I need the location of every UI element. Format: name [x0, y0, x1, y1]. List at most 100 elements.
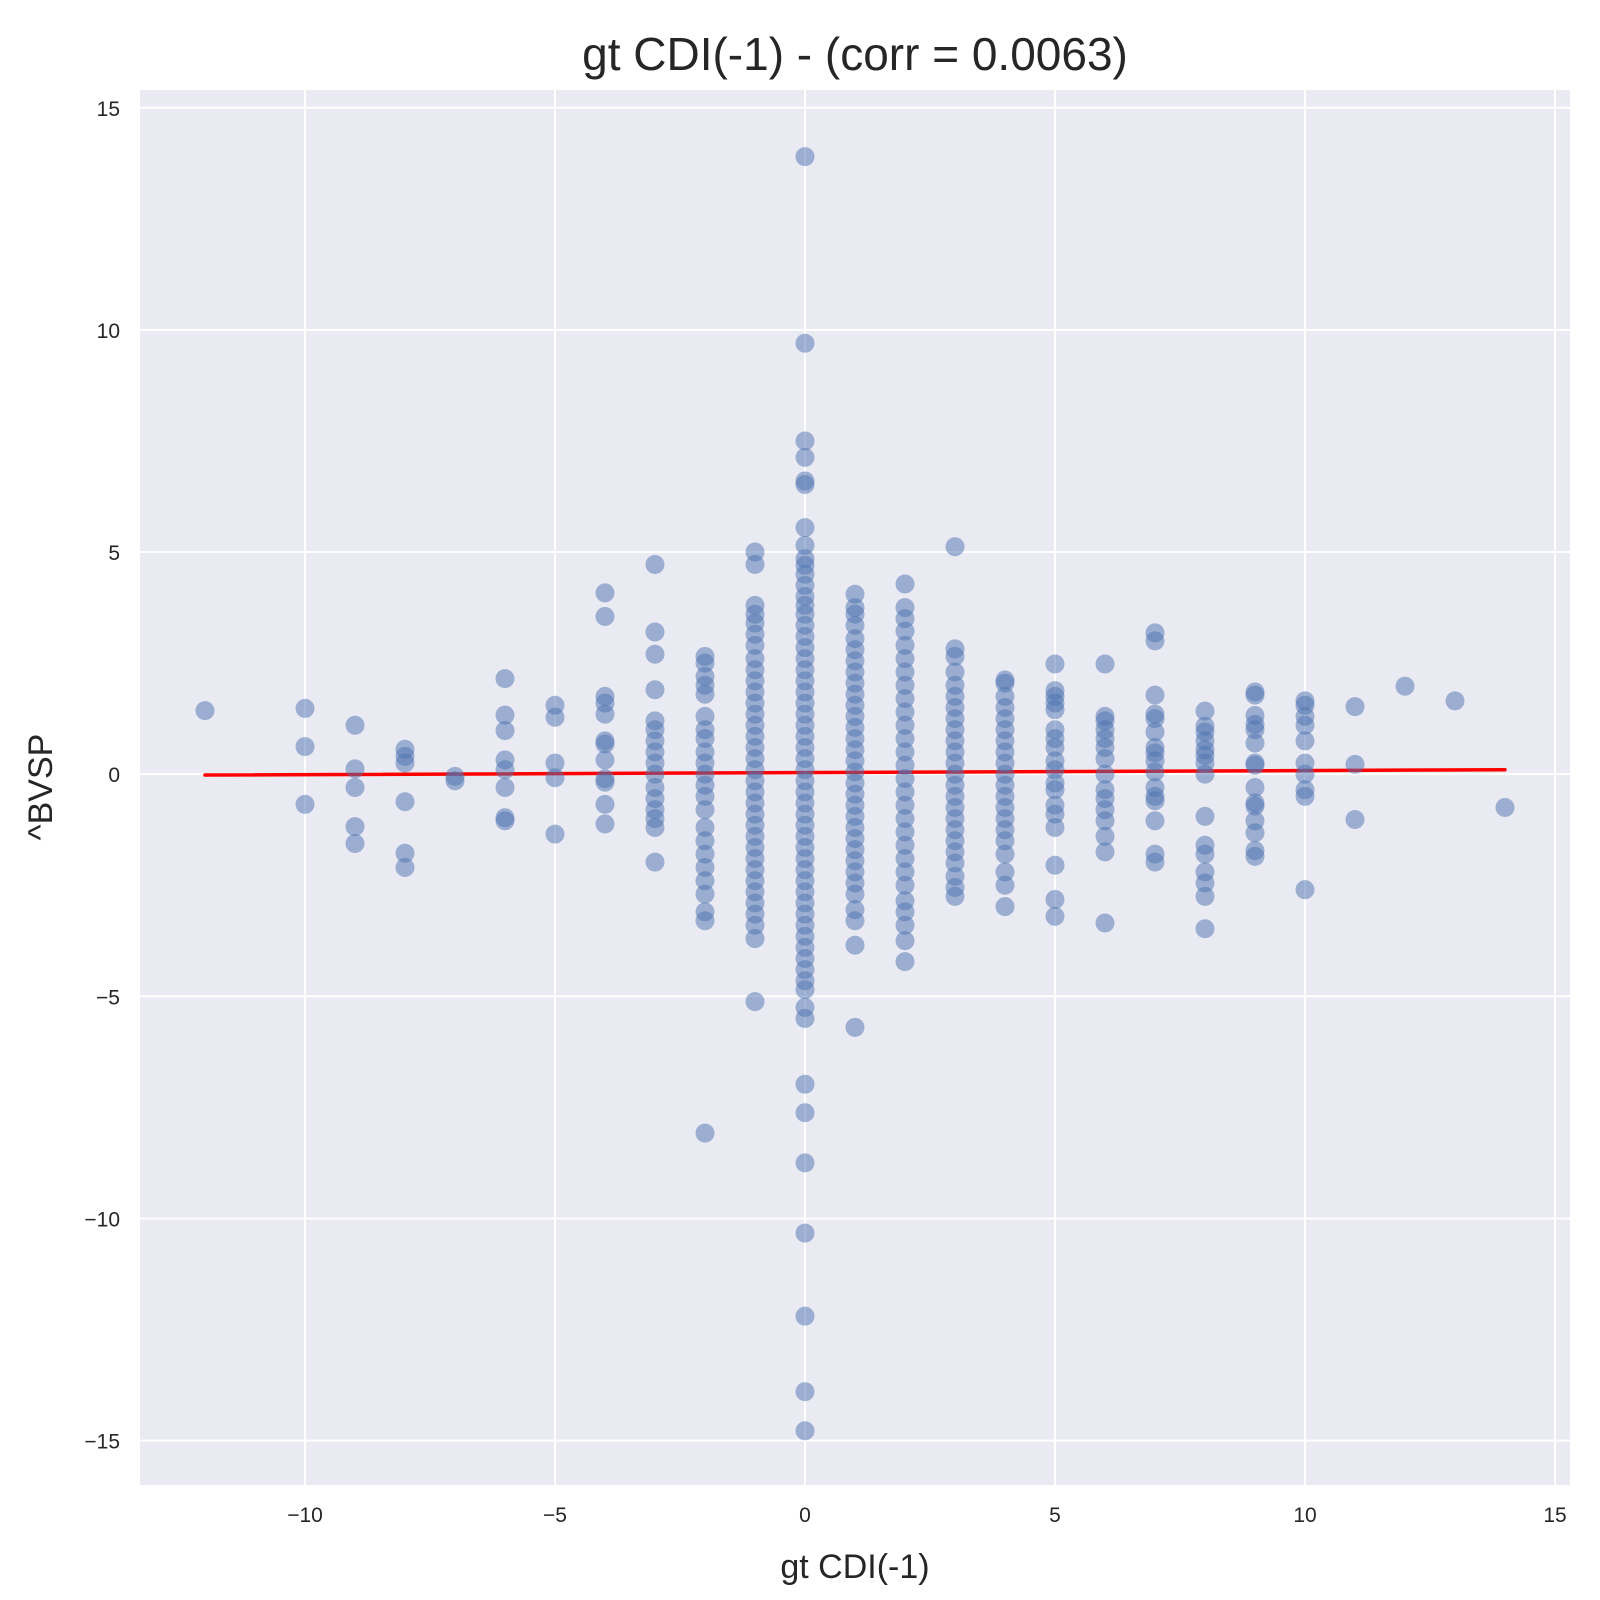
data-point [895, 862, 915, 882]
data-point [945, 886, 965, 906]
data-point [745, 554, 765, 574]
data-point [695, 871, 715, 891]
data-point [795, 535, 815, 555]
x-tick-label: 10 [1293, 1504, 1316, 1527]
data-point [795, 1103, 815, 1123]
x-tick-label: 0 [799, 1504, 811, 1527]
data-point [645, 680, 665, 700]
data-point [595, 794, 615, 814]
data-point [695, 786, 715, 806]
data-point [1095, 842, 1115, 862]
data-point [1145, 685, 1165, 705]
data-point [595, 772, 615, 792]
data-point [695, 817, 715, 837]
data-point [495, 669, 515, 689]
data-point [1345, 754, 1365, 774]
data-point [895, 795, 915, 815]
data-point [845, 911, 865, 931]
data-point [895, 931, 915, 951]
data-point [895, 635, 915, 655]
y-tick-label: 10 [97, 320, 120, 343]
data-point [745, 635, 765, 655]
data-point [845, 1017, 865, 1037]
data-point [1245, 733, 1265, 753]
data-point [1045, 906, 1065, 926]
data-point [295, 794, 315, 814]
data-point [995, 862, 1015, 882]
data-point [345, 833, 365, 853]
data-point [1145, 631, 1165, 651]
data-point [895, 809, 915, 829]
data-point [545, 768, 565, 788]
data-point [395, 843, 415, 863]
data-point [695, 884, 715, 904]
y-tick-label: 5 [108, 542, 120, 565]
data-point [895, 662, 915, 682]
data-point [945, 853, 965, 873]
data-point [1095, 913, 1115, 933]
data-point [795, 447, 815, 467]
data-point [1245, 846, 1265, 866]
data-point [795, 1153, 815, 1173]
data-point [895, 822, 915, 842]
data-point [995, 831, 1015, 851]
data-point [1045, 700, 1065, 720]
data-point [645, 622, 665, 642]
x-tick-label: −10 [287, 1504, 323, 1527]
data-point [1045, 760, 1065, 780]
data-point [1045, 855, 1065, 875]
data-point [795, 1009, 815, 1029]
data-point [1495, 797, 1515, 817]
data-point [695, 706, 715, 726]
data-point [695, 800, 715, 820]
data-point [1045, 804, 1065, 824]
data-point [645, 644, 665, 664]
data-point [895, 769, 915, 789]
data-point [1295, 764, 1315, 784]
data-point [995, 897, 1015, 917]
data-point [495, 811, 515, 831]
data-point [1145, 762, 1165, 782]
data-point [795, 1421, 815, 1441]
data-point [845, 584, 865, 604]
data-point [645, 852, 665, 872]
y-tick-label: −5 [96, 986, 120, 1009]
data-point [1245, 823, 1265, 843]
data-point [1045, 817, 1065, 837]
data-point [295, 737, 315, 757]
data-point [1245, 685, 1265, 705]
data-point [1195, 806, 1215, 826]
data-point [645, 764, 665, 784]
data-point [845, 884, 865, 904]
data-point [895, 835, 915, 855]
chart-title: gt CDI(-1) - (corr = 0.0063) [582, 28, 1128, 80]
data-point [895, 875, 915, 895]
data-point [945, 646, 965, 666]
data-point [795, 518, 815, 538]
data-point [895, 621, 915, 641]
y-tick-label: 0 [108, 764, 120, 787]
data-point [745, 992, 765, 1012]
data-point [1195, 919, 1215, 939]
data-point [1045, 780, 1065, 800]
data-point [395, 753, 415, 773]
data-point [895, 715, 915, 735]
data-point [795, 333, 815, 353]
data-point [895, 742, 915, 762]
data-point [595, 606, 615, 626]
x-tick-label: 15 [1543, 1504, 1566, 1527]
data-point [995, 844, 1015, 864]
data-point [1145, 709, 1165, 729]
data-point [495, 721, 515, 741]
data-point [345, 715, 365, 735]
data-point [1345, 809, 1365, 829]
x-tick-label: −5 [543, 1504, 567, 1527]
data-point [595, 583, 615, 603]
data-point [1295, 715, 1315, 735]
data-point [345, 778, 365, 797]
data-point [395, 792, 415, 812]
data-point [945, 537, 965, 557]
data-point [1195, 844, 1215, 864]
data-point [1195, 873, 1215, 893]
